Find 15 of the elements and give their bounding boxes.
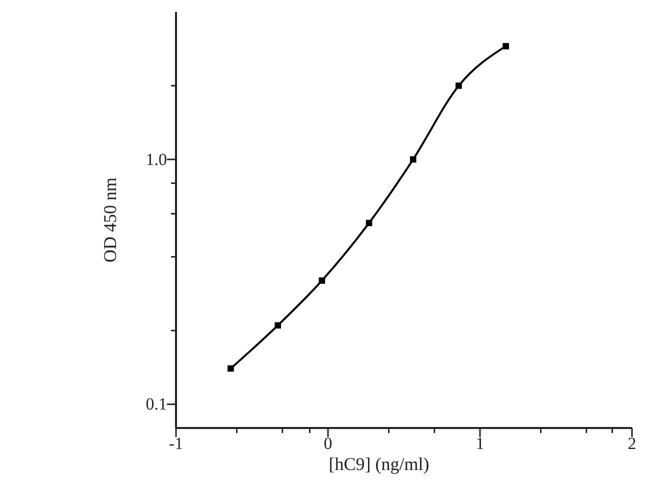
x-tick-label: 1 <box>476 434 484 454</box>
point <box>410 156 416 163</box>
x-axis-title: [hC9] (ng/ml) <box>328 454 430 474</box>
point <box>366 220 372 226</box>
point <box>456 82 462 89</box>
y-axis-title: OD 450 nm <box>100 178 120 262</box>
point <box>228 365 234 372</box>
y-tick-label: 0.1 <box>146 394 167 414</box>
y-tick-label: 1.0 <box>146 150 167 169</box>
x-tick-label: 0 <box>324 434 332 454</box>
x-tick-label: 2 <box>628 434 636 454</box>
point <box>274 322 282 329</box>
point <box>502 43 510 50</box>
point <box>318 277 326 284</box>
x-tick-label: -1 <box>168 434 184 454</box>
